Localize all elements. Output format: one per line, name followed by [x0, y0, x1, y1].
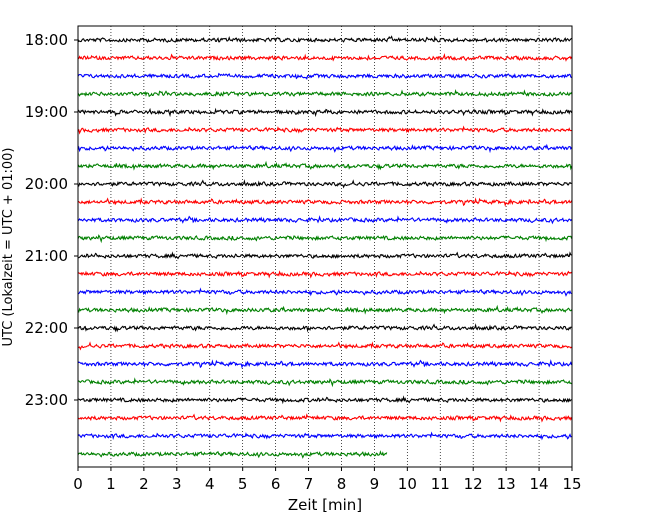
seismogram-trace [77, 160, 573, 171]
x-tick-label: 12 [464, 475, 483, 493]
plot-frame [77, 25, 573, 468]
seismogram-trace [77, 270, 573, 279]
seismogram-trace [77, 287, 572, 297]
seismogram-trace [77, 72, 572, 81]
x-tick-label: 13 [497, 475, 516, 493]
x-tick-label: 11 [431, 475, 450, 493]
x-tick-label: 2 [139, 475, 149, 493]
seismogram-trace [77, 35, 572, 43]
seismogram-trace [77, 197, 573, 207]
seismogram-traces [77, 35, 573, 459]
x-tick-label: 7 [304, 475, 314, 493]
x-axis-ticks: 0 1 2 3 4 5 6 7 8 9 10 11 12 13 14 15 [73, 467, 582, 493]
x-tick-label: 4 [205, 475, 215, 493]
x-tick-label: 15 [562, 475, 581, 493]
x-tick-label: 14 [530, 475, 549, 493]
x-tick-label: 5 [238, 475, 248, 493]
x-tick-label: 9 [370, 475, 380, 493]
seismogram-trace [77, 179, 572, 189]
y-tick-label: 23:00 [25, 391, 68, 409]
y-tick-label: 21:00 [25, 247, 68, 265]
x-tick-label: 8 [337, 475, 347, 493]
seismogram-trace [77, 341, 573, 351]
seismogram-trace [77, 395, 572, 405]
seismogram-trace [77, 52, 573, 62]
seismogram-trace [77, 450, 388, 459]
seismogram-trace [77, 143, 573, 154]
x-tick-label: 10 [398, 475, 417, 493]
seismogram-trace [77, 251, 572, 260]
x-axis-label: Zeit [min] [288, 496, 362, 514]
x-tick-label: 3 [172, 475, 182, 493]
y-axis-label: UTC (Lokalzeit = UTC + 01:00) [1, 148, 16, 347]
seismogram-trace [77, 304, 573, 316]
y-tick-label: 20:00 [25, 175, 68, 193]
seismogram-trace [78, 125, 572, 135]
seismogram-trace [77, 88, 573, 98]
y-tick-label: 22:00 [25, 319, 68, 337]
seismogram-trace [77, 413, 573, 423]
x-tick-label: 0 [73, 475, 83, 493]
y-axis-ticks: 18:00 19:00 20:00 21:00 22:00 23:00 [25, 31, 78, 409]
y-tick-label: 19:00 [25, 103, 68, 121]
seismogram-trace [77, 431, 572, 441]
seismogram-trace [77, 323, 572, 333]
x-tick-label: 6 [271, 475, 281, 493]
seismogram-trace [77, 234, 573, 244]
x-tick-label: 1 [106, 475, 116, 493]
seismogram-trace [77, 107, 573, 118]
seismogram-trace [77, 377, 572, 388]
seismogram-trace [77, 215, 573, 225]
y-tick-label: 18:00 [25, 31, 68, 49]
seismogram-trace [77, 359, 573, 369]
